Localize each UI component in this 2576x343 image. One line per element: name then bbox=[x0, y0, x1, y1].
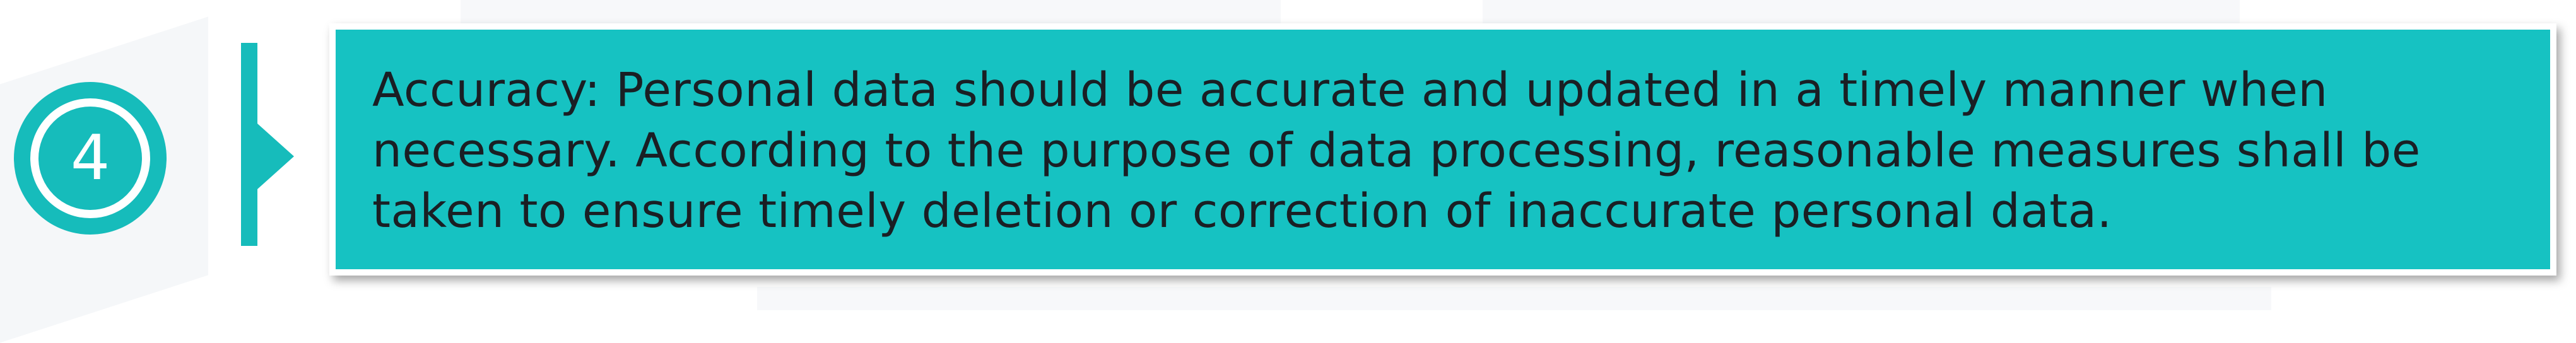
background-shape bbox=[1483, 0, 2240, 25]
step-number-badge: 4 bbox=[14, 82, 167, 235]
principle-title: Accuracy bbox=[372, 63, 585, 117]
connector-bar bbox=[241, 43, 257, 246]
background-shape bbox=[757, 287, 2271, 310]
pointer-arrow bbox=[257, 124, 294, 189]
principle-description: : Personal data should be accurate and u… bbox=[372, 63, 2421, 238]
principle-text: Accuracy: Personal data should be accura… bbox=[372, 60, 2519, 241]
background-shape bbox=[461, 0, 1281, 25]
step-number: 4 bbox=[70, 122, 110, 194]
principle-card: Accuracy: Personal data should be accura… bbox=[329, 23, 2556, 276]
